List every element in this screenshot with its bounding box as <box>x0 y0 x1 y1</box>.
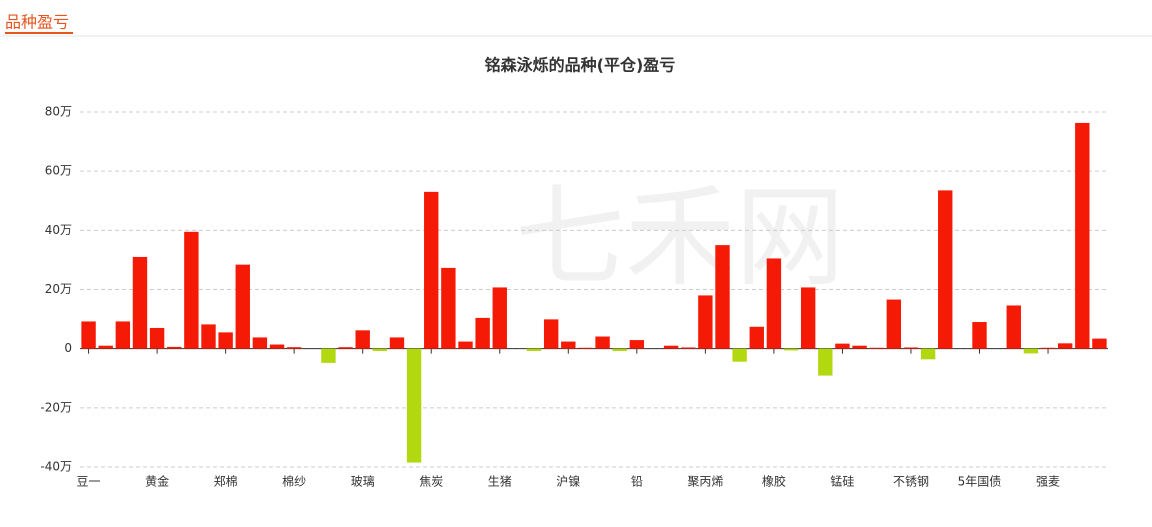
bar <box>441 267 456 349</box>
bar <box>766 258 782 349</box>
bar <box>458 341 473 349</box>
bar <box>218 332 233 349</box>
x-tick-label: 锰硅 <box>830 474 854 489</box>
bar <box>115 321 131 349</box>
y-tick-label: 20万 <box>45 282 72 296</box>
bar <box>595 336 610 349</box>
x-tick-label: 沪镍 <box>556 475 580 489</box>
bar <box>492 287 507 349</box>
y-tick-label: 0 <box>64 341 72 355</box>
bar <box>424 191 439 349</box>
bar <box>269 344 285 349</box>
x-tick-label: 棉纱 <box>282 475 306 489</box>
bar <box>578 347 593 349</box>
bar <box>406 348 422 463</box>
y-tick-label: -40万 <box>40 460 72 474</box>
bar <box>321 348 336 363</box>
bar <box>1075 122 1090 349</box>
bar <box>252 337 268 349</box>
bar <box>389 337 405 349</box>
x-tick-label: 玻璃 <box>351 475 375 489</box>
bar <box>286 347 302 349</box>
bar <box>98 345 113 349</box>
bar <box>869 347 884 349</box>
bar <box>338 347 353 349</box>
bar <box>149 327 165 349</box>
bar <box>1092 338 1107 349</box>
x-tick-label: 聚丙烯 <box>687 475 723 489</box>
y-tick-label: -20万 <box>40 400 72 414</box>
bar <box>681 347 696 349</box>
x-tick-label: 橡胶 <box>762 474 786 489</box>
bar <box>629 340 645 349</box>
bar <box>800 287 816 349</box>
bar <box>355 330 370 349</box>
chart-title: 铭森泳烁的品种(平仓)盈亏 <box>485 56 676 75</box>
x-tick-label: 不锈钢 <box>893 475 929 489</box>
bar <box>698 295 713 349</box>
bar <box>184 231 199 349</box>
bar <box>749 326 764 349</box>
bar <box>612 348 627 352</box>
bar <box>920 348 936 360</box>
bar <box>1023 348 1039 354</box>
bar <box>818 348 833 376</box>
bar <box>81 321 96 349</box>
bar <box>201 324 216 349</box>
bar <box>972 322 987 349</box>
x-tick-label: 强麦 <box>1036 475 1060 489</box>
bar <box>475 317 490 349</box>
bar <box>132 256 148 349</box>
bar <box>1040 347 1056 349</box>
header-title: 品种盈亏 <box>5 13 69 32</box>
bar <box>903 347 919 349</box>
y-tick-label: 60万 <box>45 164 72 178</box>
x-tick-label: 生猪 <box>488 475 512 489</box>
x-tick-label: 5年国债 <box>958 475 1002 489</box>
bar <box>852 345 867 349</box>
bar <box>1057 343 1073 349</box>
watermark: 七禾网 <box>515 173 845 301</box>
bar <box>561 341 576 349</box>
bar <box>732 348 747 362</box>
bar <box>1006 305 1021 349</box>
x-tick-label: 郑棉 <box>214 474 238 489</box>
x-tick-label: 铅 <box>631 475 643 489</box>
y-tick-label: 40万 <box>45 223 72 237</box>
bar <box>543 319 559 349</box>
bar <box>938 190 953 349</box>
bar <box>886 299 902 349</box>
bar <box>663 345 679 349</box>
bar <box>526 348 542 352</box>
bar <box>783 348 799 351</box>
bar <box>235 264 250 349</box>
bar <box>167 346 182 349</box>
bar <box>715 245 730 349</box>
x-tick-label: 焦炭 <box>419 475 443 489</box>
y-tick-label: 80万 <box>45 105 72 119</box>
bar <box>372 348 388 352</box>
x-tick-label: 黄金 <box>145 474 169 489</box>
bar <box>835 343 850 349</box>
x-tick-label: 豆一 <box>77 475 101 489</box>
